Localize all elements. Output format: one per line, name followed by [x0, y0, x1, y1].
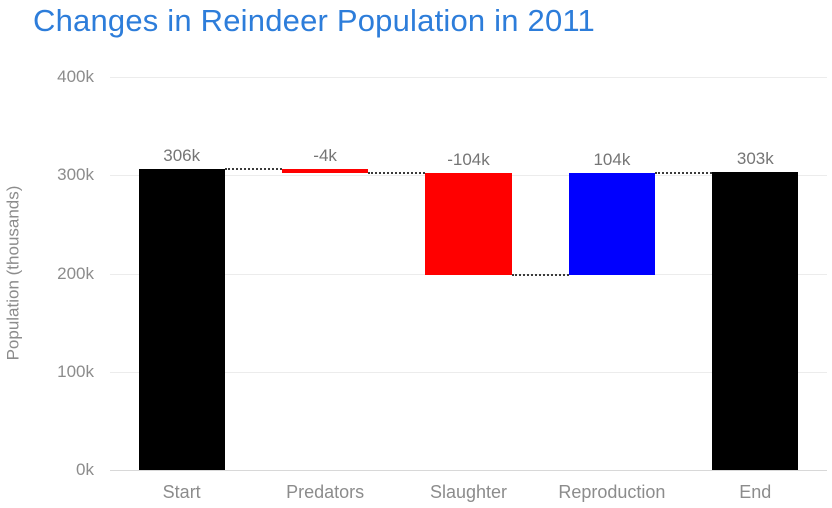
x-tick-label-end: End: [739, 482, 772, 502]
bar-start[interactable]: [138, 169, 225, 470]
bar-predators[interactable]: [282, 169, 369, 174]
bar-end[interactable]: [712, 172, 799, 470]
gridline-100k: [110, 371, 827, 373]
x-tick-label-predators: Predators: [286, 482, 365, 502]
bar-reproduction[interactable]: [568, 173, 655, 276]
connector-line: [224, 168, 283, 171]
y-tick-label-200k: 200k: [57, 263, 94, 283]
y-tick-label-400k: 400k: [57, 67, 94, 86]
y-tick-label-100k: 100k: [57, 361, 94, 381]
connector-line: [511, 274, 569, 277]
gridline-400k: [110, 77, 827, 78]
y-tick-label-300k: 300k: [57, 165, 94, 185]
x-tick-label-reproduction: Reproduction: [558, 482, 666, 502]
bar-value-label-start: 306k: [163, 146, 201, 166]
chart-title: Changes in Reindeer Population in 2011: [33, 3, 595, 38]
bar-slaughter[interactable]: [425, 173, 512, 276]
x-tick-label-start: Start: [162, 482, 201, 502]
bar-value-label-predators: -4k: [313, 146, 337, 166]
bar-value-label-end: 303k: [736, 149, 774, 169]
y-tick-label-0k: 0k: [76, 460, 94, 479]
connector-line: [368, 172, 426, 175]
y-axis-title: Population (thousands): [3, 185, 23, 361]
plot-area: 306k -4k -104k 104k 303k: [110, 77, 827, 471]
bar-value-label-reproduction: 104k: [593, 150, 631, 170]
connector-line: [654, 172, 713, 175]
x-tick-label-slaughter: Slaughter: [429, 482, 508, 502]
gridline-0k: [110, 470, 827, 471]
bar-value-label-slaughter: -104k: [447, 150, 490, 170]
